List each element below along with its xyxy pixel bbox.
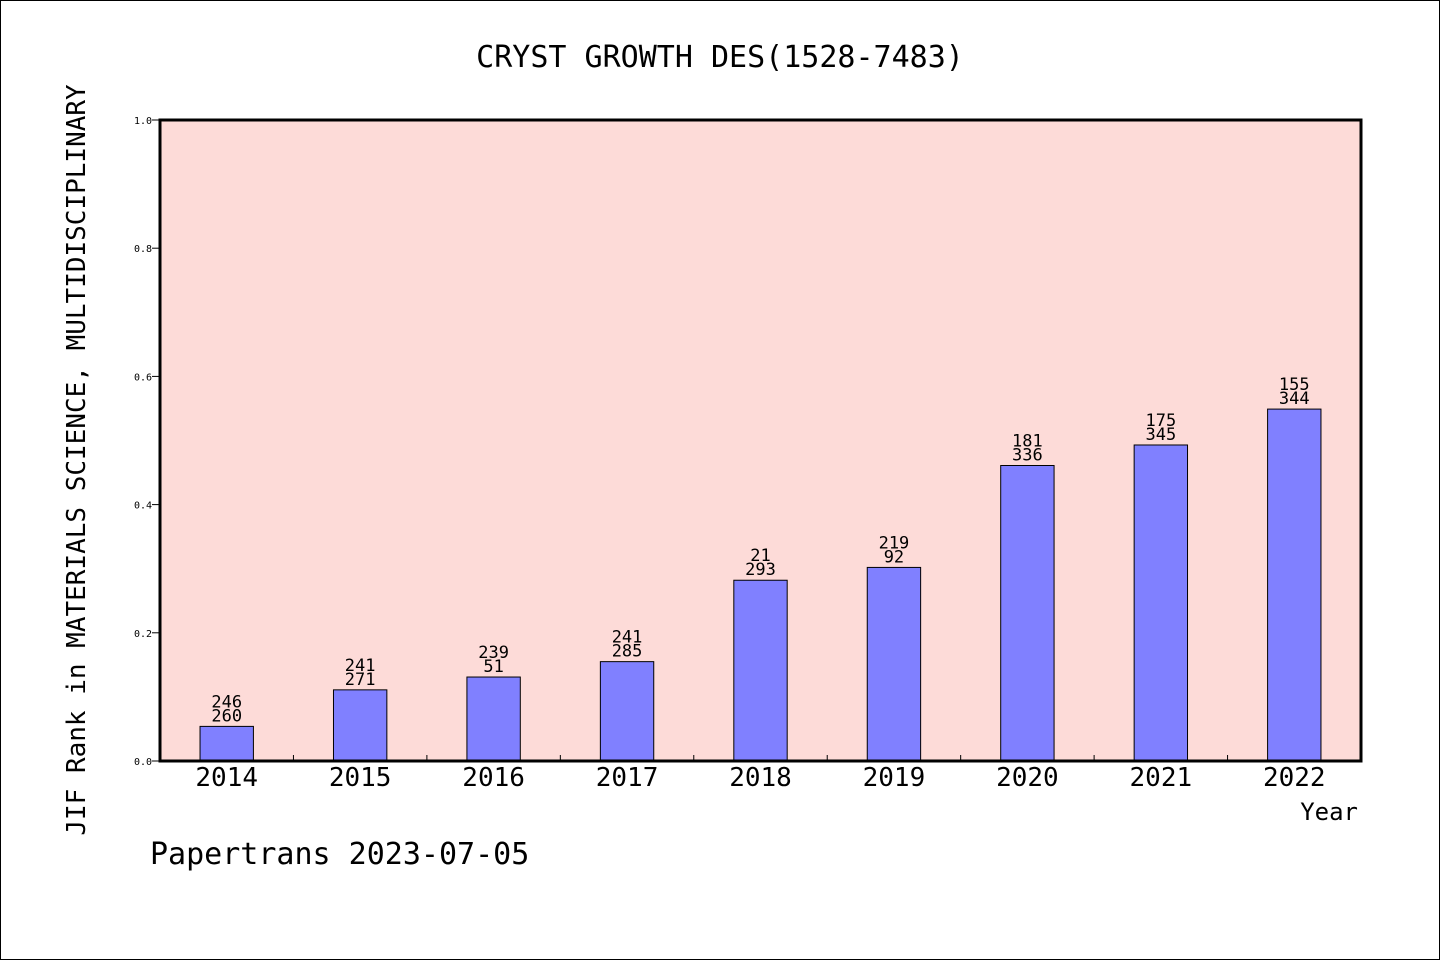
bar-label-top: 181 xyxy=(1012,431,1043,451)
x-tick-label: 2019 xyxy=(863,763,926,793)
bar-label-bottom: 92 xyxy=(884,547,904,567)
bar-label-top: 246 xyxy=(211,692,242,712)
x-tick-label: 2021 xyxy=(1130,763,1193,793)
x-tick-label: 2014 xyxy=(195,763,258,793)
y-tick-label: 0.8 xyxy=(134,244,152,255)
bar-label-top: 219 xyxy=(879,533,910,553)
x-tick-label: 2017 xyxy=(596,763,659,793)
plot-border xyxy=(158,118,1363,763)
bar-label-top: 175 xyxy=(1145,411,1176,431)
bar-label-top: 241 xyxy=(345,656,376,676)
y-axis-ticks: 0.0 0.2 0.4 0.6 0.8 1.0 xyxy=(134,116,160,768)
bar-2022 xyxy=(1267,408,1322,762)
y-tick-label: 0.2 xyxy=(134,629,152,640)
bar-2015 xyxy=(332,689,388,762)
bar-2018 xyxy=(733,579,788,762)
bar-label-bottom: 51 xyxy=(483,657,503,677)
x-tick-label: 2020 xyxy=(996,763,1059,793)
y-axis-label: JIF Rank in MATERIALS SCIENCE, MULTIDISC… xyxy=(62,84,92,836)
bar-label-bottom: 285 xyxy=(612,642,643,662)
footer-credit: Papertrans 2023-07-05 xyxy=(150,837,529,872)
bar-label-top: 155 xyxy=(1279,375,1310,395)
y-tick-label: 0.6 xyxy=(134,372,152,383)
bar-2014 xyxy=(199,725,254,762)
x-tick-label: 2015 xyxy=(329,763,392,793)
x-tick-label: 2022 xyxy=(1263,763,1326,793)
chart-title: CRYST GROWTH DES(1528-7483) xyxy=(476,40,964,75)
bar-label-bottom: 293 xyxy=(745,560,776,580)
bar-2016 xyxy=(466,676,521,762)
bar-2019 xyxy=(866,566,922,762)
y-tick-label: 0.0 xyxy=(134,757,152,768)
y-tick-label: 0.4 xyxy=(134,501,152,512)
y-tick-label: 1.0 xyxy=(134,116,152,127)
bar-label-bottom: 271 xyxy=(345,670,376,690)
x-axis-ticks: 2014 2015 2016 2017 2018 2019 2020 2021 2022 xyxy=(195,755,1326,793)
bar-2020 xyxy=(1000,464,1055,762)
bar-label-top: 241 xyxy=(612,628,643,648)
bar-2021 xyxy=(1133,444,1189,762)
bar-label-top: 21 xyxy=(750,546,770,566)
bar-label-bottom: 344 xyxy=(1279,389,1310,409)
x-axis-label: Year xyxy=(1300,798,1358,826)
x-tick-label: 2018 xyxy=(729,763,792,793)
bar-2017 xyxy=(599,661,655,762)
bars: 2462602412712395124128521293219921813361… xyxy=(199,375,1322,762)
bar-label-bottom: 345 xyxy=(1145,425,1176,445)
x-tick-label: 2016 xyxy=(462,763,525,793)
bar-label-bottom: 336 xyxy=(1012,445,1043,465)
bar-label-bottom: 260 xyxy=(211,706,242,726)
bar-label-top: 239 xyxy=(478,643,509,663)
